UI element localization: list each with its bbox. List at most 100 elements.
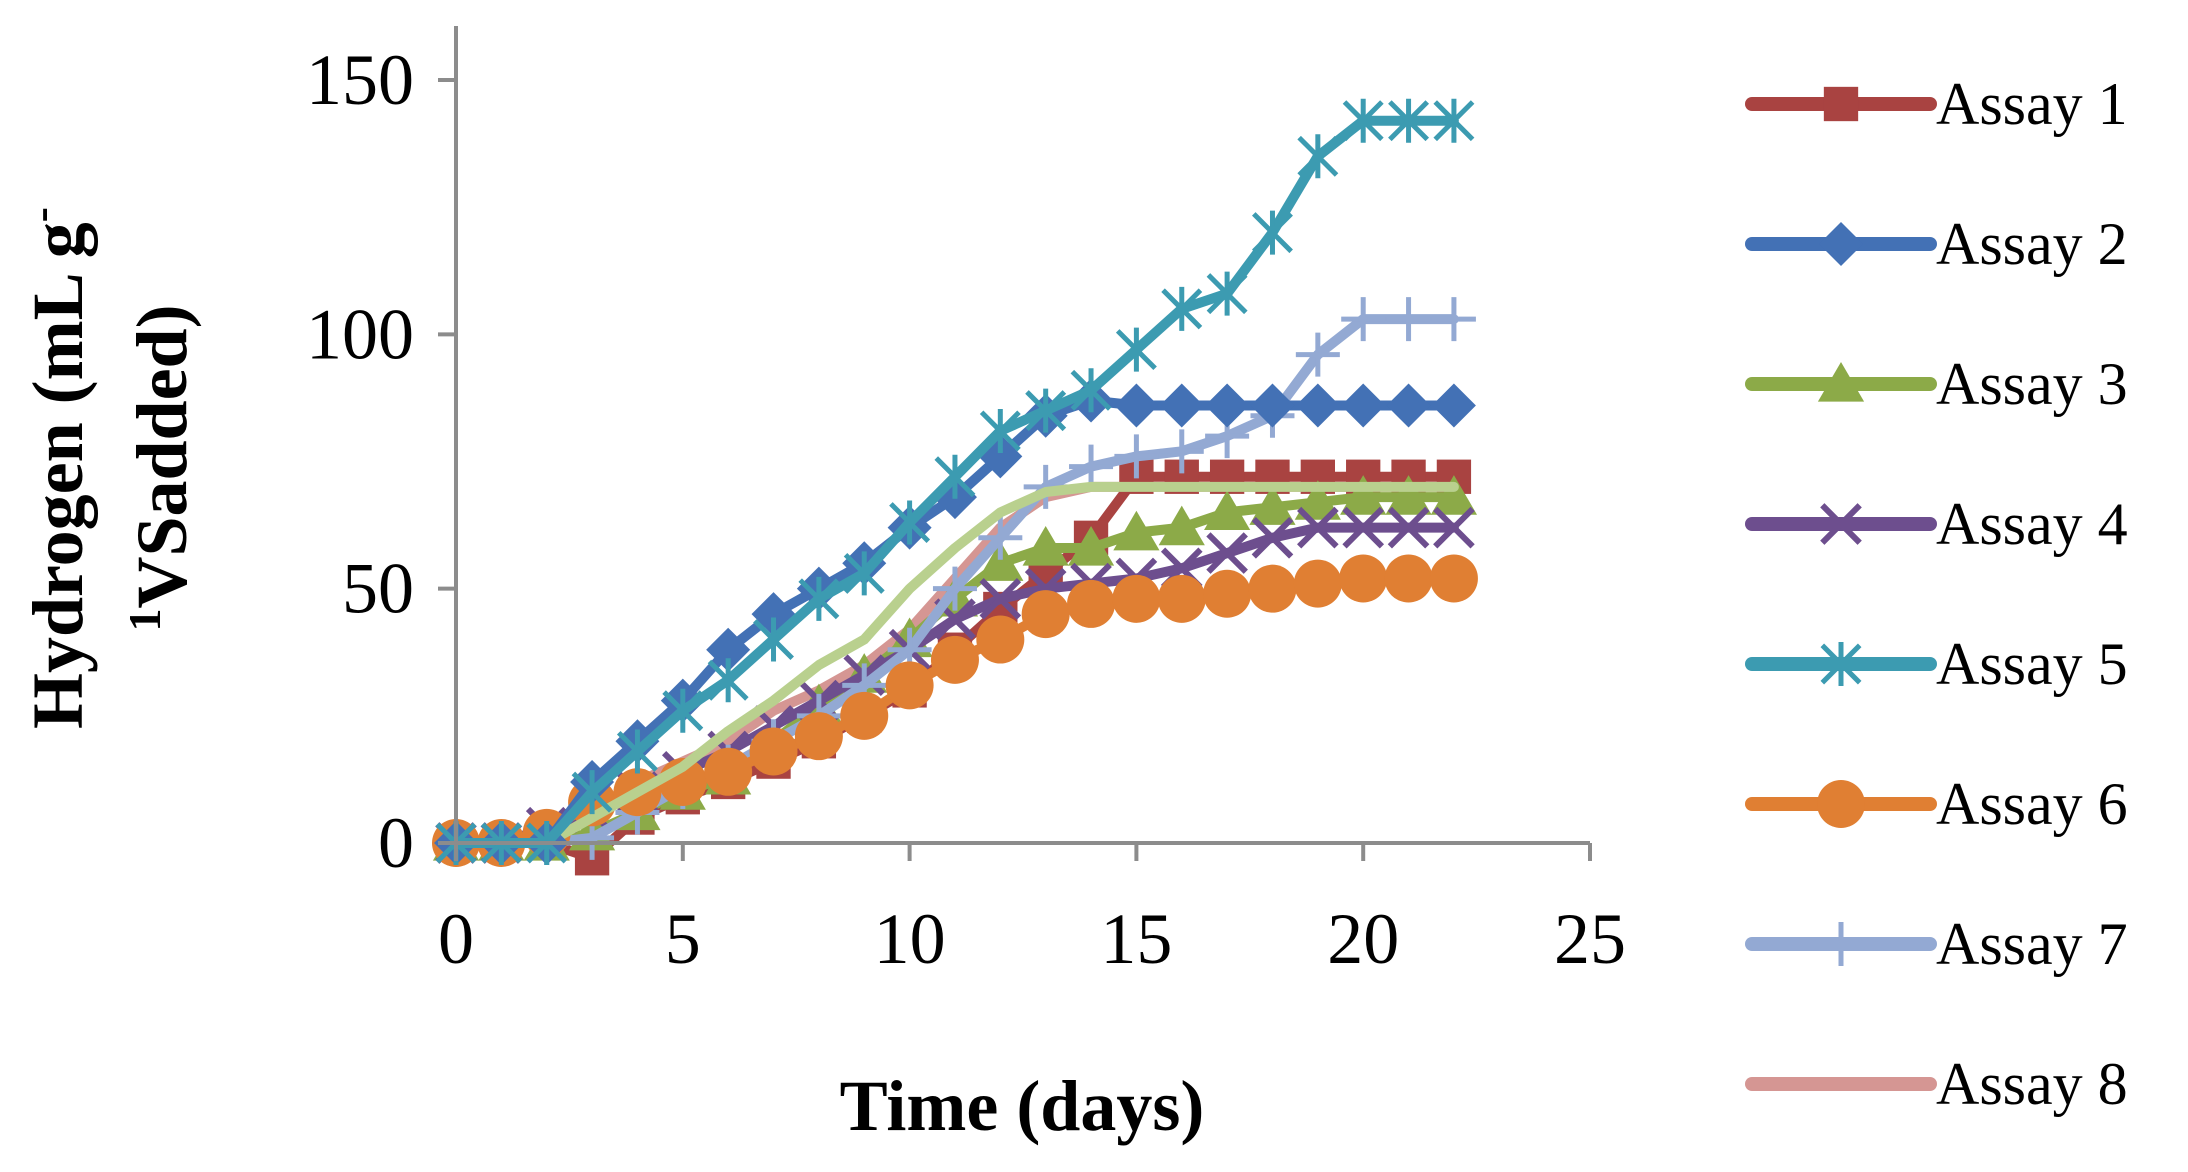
legend-label: Assay 2 xyxy=(1936,211,2128,277)
data-point-plus xyxy=(932,566,977,611)
data-point-asterisk xyxy=(843,551,885,596)
data-point-plus xyxy=(1295,332,1340,377)
x-tick-label: 20 xyxy=(1327,899,1399,979)
legend-label: Assay 1 xyxy=(1936,71,2128,137)
data-point-asterisk xyxy=(616,729,658,774)
legend-item: Assay 6 xyxy=(1745,771,2128,837)
y-tick-label: 100 xyxy=(306,294,414,374)
data-point-asterisk xyxy=(1252,210,1293,255)
data-point-plus xyxy=(1386,297,1431,342)
legend-item: Assay 5 xyxy=(1745,631,2128,697)
legend-label: Assay 5 xyxy=(1936,631,2128,697)
data-point-triangle xyxy=(1249,485,1296,525)
legend-label: Assay 6 xyxy=(1936,771,2128,837)
data-point-diamond xyxy=(1386,383,1431,428)
axes xyxy=(454,26,1590,845)
series-unlabeled xyxy=(451,481,1459,848)
data-point-plus xyxy=(1341,297,1386,342)
data-point-plus xyxy=(978,515,1023,560)
legend: Assay 1 Assay 2 Assay 3 Assay 4 Assay 5 Assay… xyxy=(1745,71,2128,1117)
y-axis-title-line2: VSadded) xyxy=(122,304,202,608)
data-point-x xyxy=(1251,516,1294,559)
data-point-diamond xyxy=(1819,222,1863,266)
data-point-triangle xyxy=(1817,362,1865,402)
data-point-circle xyxy=(840,691,889,740)
data-point-circle xyxy=(794,712,843,761)
data-point-circle xyxy=(930,635,979,684)
series-line xyxy=(451,481,1459,848)
data-point-asterisk xyxy=(1820,642,1862,686)
data-point-circle xyxy=(704,747,753,796)
data-point-asterisk xyxy=(707,658,749,703)
data-point-triangle xyxy=(1022,525,1069,566)
data-point-circle xyxy=(1112,574,1161,623)
data-point-diamond xyxy=(706,627,751,672)
svg-text:Hydrogen (mL g-: Hydrogen (mL g- xyxy=(15,207,98,729)
data-point-circle xyxy=(1067,579,1116,628)
data-point-diamond xyxy=(1250,383,1295,428)
data-point-asterisk xyxy=(662,688,704,733)
data-point-triangle xyxy=(977,541,1024,581)
data-point-square xyxy=(1823,86,1859,122)
data-point-x xyxy=(1297,506,1339,549)
data-point-circle xyxy=(1339,554,1388,603)
data-point-asterisk xyxy=(798,576,840,621)
data-point-asterisk xyxy=(1342,98,1384,143)
legend-label: Assay 7 xyxy=(1936,911,2128,977)
data-point-plus xyxy=(1114,434,1159,479)
data-point-triangle xyxy=(1204,490,1251,530)
legend-item: Assay 2 xyxy=(1745,211,2128,277)
data-point-circle xyxy=(976,615,1025,664)
data-point-asterisk xyxy=(979,408,1021,453)
data-point-diamond xyxy=(1159,383,1204,428)
data-point-x xyxy=(1387,506,1430,549)
data-point-triangle xyxy=(1067,525,1115,566)
data-point-circle xyxy=(1157,574,1206,623)
ticks: 0 50 100 150 0 5 10 15 20 25 xyxy=(306,40,1626,979)
y-axis-title-line1: Hydrogen (mL g xyxy=(18,222,98,729)
legend-item: Assay 3 xyxy=(1745,351,2128,417)
data-point-circle xyxy=(1429,554,1478,603)
x-tick-label: 15 xyxy=(1100,899,1172,979)
data-point-plus xyxy=(1159,429,1204,474)
legend-item: Assay 4 xyxy=(1745,491,2128,557)
x-axis-title: Time (days) xyxy=(840,1066,1205,1146)
data-point-x xyxy=(1206,532,1248,574)
data-point-circle xyxy=(1293,559,1342,608)
data-point-asterisk xyxy=(1025,388,1067,433)
x-tick-label: 5 xyxy=(665,899,701,979)
data-point-triangle xyxy=(1430,475,1478,515)
data-point-x xyxy=(1433,506,1475,549)
x-tick-label: 25 xyxy=(1554,899,1626,979)
data-point-diamond xyxy=(1205,383,1250,428)
data-point-asterisk xyxy=(1070,368,1112,413)
data-point-diamond xyxy=(1341,383,1386,428)
data-point-circle xyxy=(885,661,934,710)
x-tick-label: 0 xyxy=(438,899,474,979)
data-point-asterisk xyxy=(889,500,931,545)
y-axis-title: Hydrogen (mL g- 1VSadded) xyxy=(15,207,202,729)
data-point-triangle xyxy=(1294,480,1341,520)
data-point-x xyxy=(979,578,1022,620)
data-point-triangle xyxy=(1385,475,1432,515)
legend-item: Assay 7 xyxy=(1745,911,2128,977)
data-point-triangle xyxy=(1113,510,1160,551)
data-point-triangle xyxy=(1340,475,1387,515)
y-tick-label: 0 xyxy=(378,803,414,883)
data-point-diamond xyxy=(1114,383,1159,428)
data-point-circle xyxy=(1817,780,1865,828)
legend-item: Assay 8 xyxy=(1745,1051,2128,1117)
series-assay-2 xyxy=(434,378,1476,865)
data-point-circle xyxy=(1248,564,1297,613)
data-point-triangle xyxy=(1158,505,1205,546)
plot-area xyxy=(432,98,1478,876)
data-point-asterisk xyxy=(934,454,976,499)
data-point-circle xyxy=(1384,554,1433,603)
y-axis-title-line2-superscript: 1 xyxy=(119,609,170,632)
data-point-diamond xyxy=(1431,383,1476,428)
data-point-asterisk xyxy=(1206,271,1248,316)
y-tick-label: 150 xyxy=(306,40,414,120)
data-point-diamond xyxy=(1295,383,1340,428)
svg-text:1VSadded): 1VSadded) xyxy=(119,304,202,631)
